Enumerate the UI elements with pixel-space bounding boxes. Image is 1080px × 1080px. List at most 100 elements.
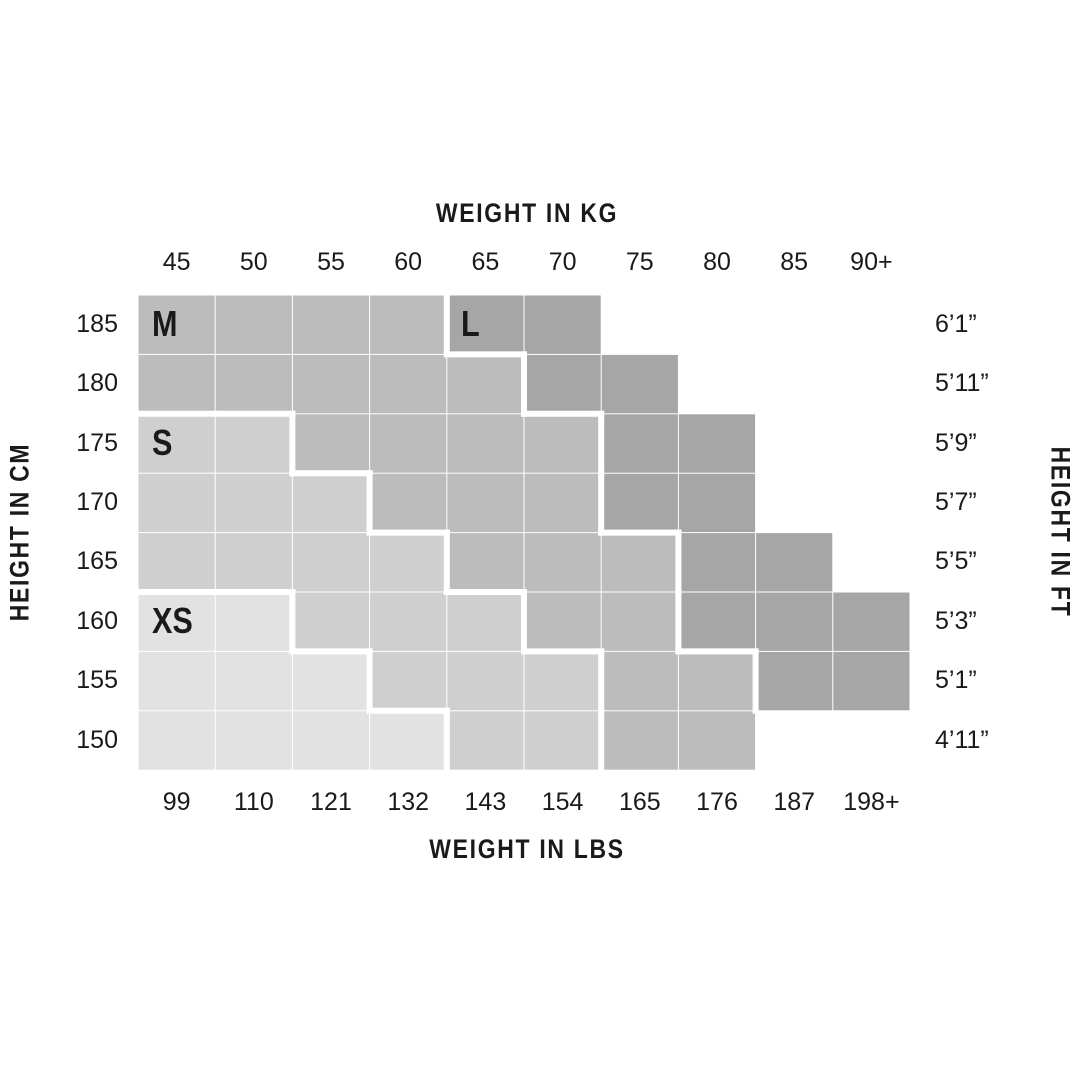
cell-s-155cm-70kg	[524, 651, 601, 711]
cell-s-150cm-70kg	[524, 711, 601, 770]
tick-label-lbs: 187	[773, 788, 816, 816]
cell-m-175cm-55kg	[292, 414, 370, 473]
size-label-m: M	[152, 303, 178, 344]
tick-label-lbs: 99	[162, 788, 191, 816]
tick-label-lbs: 198+	[843, 788, 900, 816]
cell-m-155cm-80kg	[678, 651, 756, 711]
cell-s-155cm-65kg	[447, 651, 524, 711]
tick-label-cm: 160	[76, 606, 118, 635]
tick-label-cm: 165	[76, 547, 118, 576]
tick-label-kg: 65	[471, 248, 500, 276]
cell-l-160cm-80kg	[678, 592, 756, 651]
cell-l-175cm-75kg	[601, 414, 678, 473]
tick-label-kg: 55	[317, 248, 345, 276]
tick-label-lbs: 176	[696, 788, 738, 816]
cell-m-175cm-60kg	[370, 414, 447, 473]
tick-label-kg: 70	[548, 248, 577, 276]
cell-xs-155cm-50kg	[215, 651, 292, 711]
tick-label-lbs: 165	[618, 788, 661, 816]
cell-m-185cm-50kg	[215, 295, 292, 354]
cell-m-170cm-65kg	[447, 473, 524, 533]
cell-s-175cm-45kg	[138, 414, 215, 473]
tick-label-cm: 185	[76, 309, 118, 338]
cell-xs-150cm-50kg	[215, 711, 292, 770]
cell-s-170cm-55kg	[292, 473, 370, 533]
cell-l-180cm-70kg	[524, 354, 601, 414]
tick-label-ft: 5’1”	[935, 666, 977, 695]
tick-label-kg: 80	[703, 248, 731, 276]
cell-m-165cm-70kg	[524, 533, 601, 592]
tick-label-kg: 90+	[850, 248, 893, 276]
tick-label-ft: 5’9”	[935, 428, 977, 457]
tick-label-ft: 5’7”	[935, 487, 977, 516]
cell-m-185cm-45kg	[138, 295, 215, 354]
tick-label-ft: 5’5”	[935, 547, 977, 576]
cell-m-165cm-65kg	[447, 533, 524, 592]
tick-label-lbs: 110	[233, 788, 274, 816]
cell-l-170cm-80kg	[678, 473, 756, 533]
cell-m-180cm-60kg	[370, 354, 447, 414]
cell-xs-155cm-55kg	[292, 651, 370, 711]
cell-xs-160cm-45kg	[138, 592, 215, 651]
cell-s-155cm-60kg	[370, 651, 447, 711]
cell-l-165cm-80kg	[678, 533, 756, 592]
tick-label-cm: 170	[76, 487, 118, 516]
cell-s-170cm-45kg	[138, 473, 215, 533]
cell-m-180cm-45kg	[138, 354, 215, 414]
cell-m-180cm-55kg	[292, 354, 370, 414]
cell-l-185cm-65kg	[447, 295, 524, 354]
x-top-axis-title: WEIGHT IN KG	[435, 198, 619, 228]
tick-label-cm: 150	[76, 725, 118, 754]
cell-s-165cm-55kg	[292, 533, 370, 592]
cell-l-180cm-75kg	[601, 354, 678, 414]
tick-label-ft: 6’1”	[935, 309, 977, 338]
cell-s-160cm-55kg	[292, 592, 370, 651]
tick-label-lbs: 121	[310, 788, 352, 816]
cell-m-180cm-50kg	[215, 354, 292, 414]
cell-l-165cm-85kg	[756, 533, 833, 592]
size-label-l: L	[460, 303, 480, 344]
tick-label-cm: 155	[76, 666, 118, 695]
tick-label-kg: 75	[625, 248, 654, 276]
cell-xs-150cm-45kg	[138, 711, 215, 770]
tick-label-kg: 85	[780, 248, 809, 276]
size-label-s: S	[152, 421, 173, 463]
cell-l-170cm-75kg	[601, 473, 678, 533]
cell-m-155cm-75kg	[601, 651, 678, 711]
y-right-axis-title: HEIGHT IN FT	[1045, 446, 1076, 618]
cell-m-150cm-75kg	[601, 711, 678, 770]
cell-m-175cm-65kg	[447, 414, 524, 473]
cell-s-150cm-65kg	[447, 711, 524, 770]
cell-s-175cm-50kg	[215, 414, 292, 473]
cell-l-185cm-70kg	[524, 295, 601, 354]
cell-xs-150cm-60kg	[370, 711, 447, 770]
cell-s-160cm-60kg	[370, 592, 447, 651]
cell-l-160cm-90pluskg	[833, 592, 910, 651]
cell-s-165cm-60kg	[370, 533, 447, 592]
cell-m-160cm-70kg	[524, 592, 601, 651]
cell-m-185cm-55kg	[292, 295, 370, 354]
cell-l-155cm-85kg	[756, 651, 833, 711]
cell-l-155cm-90pluskg	[833, 651, 910, 711]
cell-s-165cm-50kg	[215, 533, 292, 592]
size-label-xs: XS	[152, 600, 193, 641]
cell-m-150cm-80kg	[678, 711, 756, 770]
tick-label-lbs: 154	[541, 788, 584, 816]
cell-s-160cm-65kg	[447, 592, 524, 651]
cell-xs-150cm-55kg	[292, 711, 370, 770]
tick-label-lbs: 132	[387, 788, 430, 816]
cell-s-170cm-50kg	[215, 473, 292, 533]
cell-m-185cm-60kg	[370, 295, 447, 354]
cell-m-180cm-65kg	[447, 354, 524, 414]
tick-label-cm: 175	[76, 428, 118, 457]
x-bottom-axis-title: WEIGHT IN LBS	[429, 834, 625, 864]
cell-s-165cm-45kg	[138, 533, 215, 592]
tick-label-ft: 5’11”	[935, 369, 989, 398]
cell-m-165cm-75kg	[601, 533, 678, 592]
tick-label-ft: 5’3”	[935, 606, 977, 635]
y-left-axis-title: HEIGHT IN CM	[4, 442, 35, 622]
tick-label-cm: 180	[76, 369, 118, 398]
tick-label-kg: 50	[239, 248, 268, 276]
